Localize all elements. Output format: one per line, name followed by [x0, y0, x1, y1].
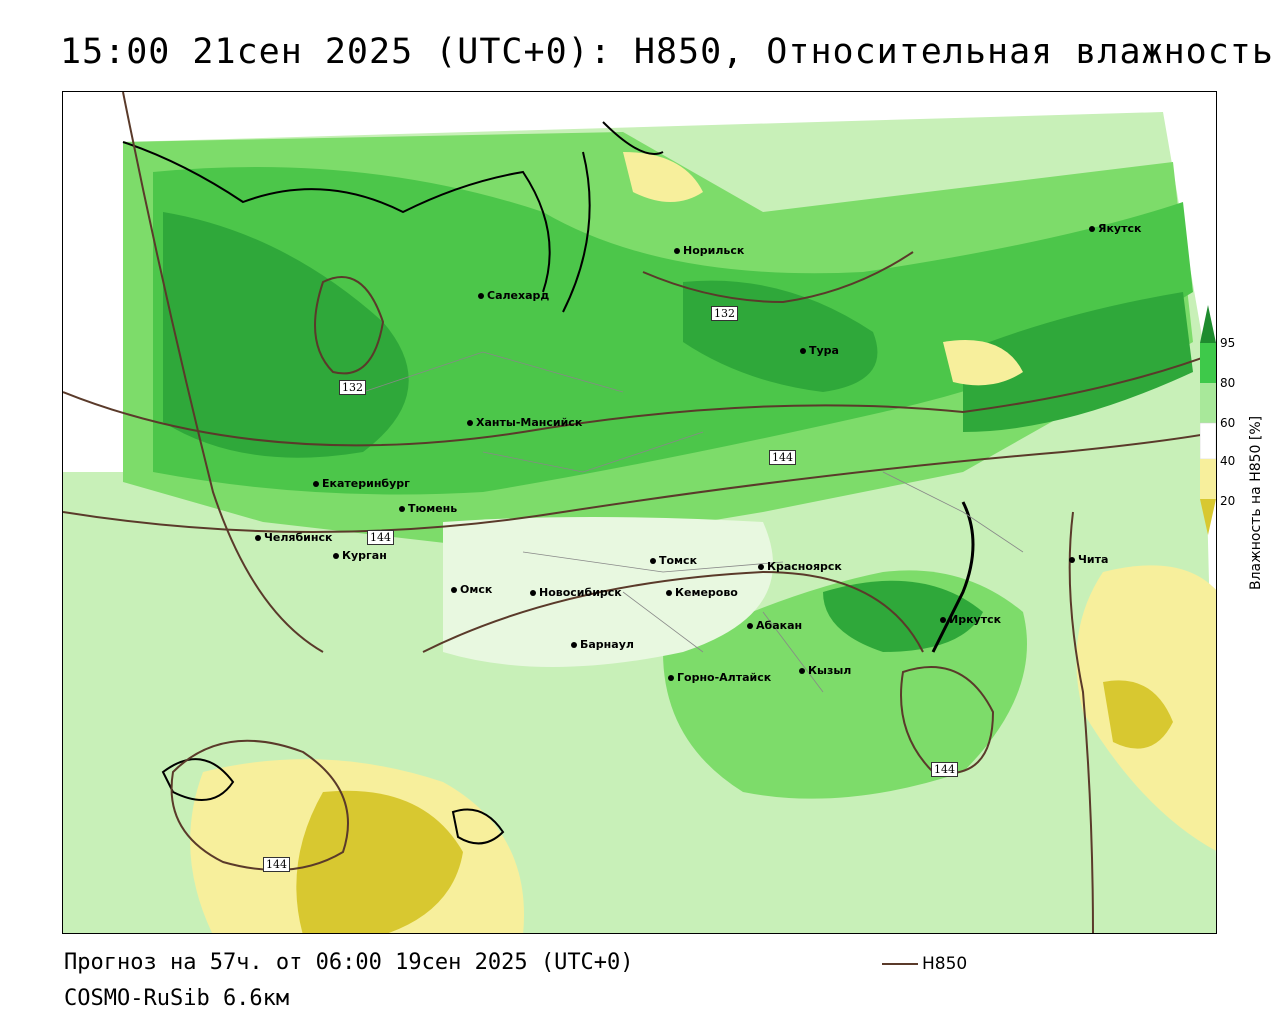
city-dot — [799, 668, 805, 674]
city-label: Чита — [1078, 553, 1109, 566]
city-dot — [478, 293, 484, 299]
city-label: Якутск — [1098, 222, 1142, 235]
map-field — [63, 92, 1216, 933]
city-dot — [940, 617, 946, 623]
city-irkutsk: Иркутск — [940, 614, 1001, 626]
city-dot — [747, 623, 753, 629]
city-label: Челябинск — [264, 531, 333, 544]
city-label: Барнаул — [580, 638, 634, 651]
city-label: Омск — [460, 583, 493, 596]
city-yakutsk: Якутск — [1089, 223, 1141, 235]
city-dot — [758, 564, 764, 570]
city-label: Горно-Алтайск — [677, 671, 772, 684]
city-dot — [333, 553, 339, 559]
city-dot — [571, 642, 577, 648]
city-label: Норильск — [683, 244, 745, 257]
map-title: 15:00 21сен 2025 (UTC+0): H850, Относите… — [60, 32, 1274, 72]
city-kyzyl: Кызыл — [799, 665, 851, 677]
contour-legend-label: H850 — [922, 954, 968, 974]
colorbar-title: Влажность на H850 [%] — [1248, 415, 1264, 590]
city-krasnoyarsk: Красноярск — [758, 561, 842, 573]
city-label: Томск — [659, 554, 698, 567]
humidity-colorbar — [1200, 305, 1216, 535]
colorbar-tick: 20 — [1220, 494, 1236, 508]
city-chelyabinsk: Челябинск — [255, 532, 332, 544]
city-dot — [650, 558, 656, 564]
city-label: Новосибирск — [539, 586, 622, 599]
city-dot — [255, 535, 261, 541]
city-tura: Тура — [800, 345, 839, 357]
contour-label: 132 — [711, 306, 738, 321]
city-label: Курган — [342, 549, 387, 562]
contour-label: 144 — [263, 857, 290, 872]
city-chita: Чита — [1069, 554, 1108, 566]
city-norilsk: Норильск — [674, 245, 744, 257]
city-dot — [467, 420, 473, 426]
contour-label: 144 — [931, 762, 958, 777]
city-dot — [530, 590, 536, 596]
city-barnaul: Барнаул — [571, 639, 634, 651]
city-dot — [674, 248, 680, 254]
city-kurgan: Курган — [333, 550, 387, 562]
city-dot — [451, 587, 457, 593]
city-dot — [313, 481, 319, 487]
city-label: Салехард — [487, 289, 550, 302]
city-dot — [800, 348, 806, 354]
city-salekhard: Салехард — [478, 290, 549, 302]
city-label: Тура — [809, 344, 839, 357]
city-label: Тюмень — [408, 502, 458, 515]
colorbar-tick: 95 — [1220, 336, 1236, 350]
city-dot — [1089, 226, 1095, 232]
colorbar-tick: 40 — [1220, 454, 1236, 468]
city-abakan: Абакан — [747, 620, 802, 632]
forecast-info: Прогноз на 57ч. от 06:00 19сен 2025 (UTC… — [64, 950, 634, 975]
city-novosibirsk: Новосибирск — [530, 587, 622, 599]
city-tomsk: Томск — [650, 555, 697, 567]
contour-label: 144 — [769, 450, 796, 465]
city-tyumen: Тюмень — [399, 503, 457, 515]
city-omsk: Омск — [451, 584, 492, 596]
colorbar-tick: 80 — [1220, 376, 1236, 390]
city-label: Екатеринбург — [322, 477, 410, 490]
city-label: Красноярск — [767, 560, 842, 573]
city-khanty-mansiysk: Ханты-Мансийск — [467, 417, 582, 429]
city-label: Кемерово — [675, 586, 738, 599]
city-gorno-altaysk: Горно-Алтайск — [668, 672, 771, 684]
city-label: Кызыл — [808, 664, 852, 677]
city-dot — [668, 675, 674, 681]
humidity-map: Норильск Якутск Салехард Тура Ханты-Манс… — [62, 91, 1217, 934]
model-name: COSMO-RuSib 6.6км — [64, 986, 290, 1011]
city-dot — [666, 590, 672, 596]
contour-legend-line — [882, 963, 918, 965]
city-dot — [399, 506, 405, 512]
colorbar-tick: 60 — [1220, 416, 1236, 430]
city-kemerovo: Кемерово — [666, 587, 738, 599]
contour-label: 144 — [367, 530, 394, 545]
contour-label: 132 — [339, 380, 366, 395]
city-label: Иркутск — [949, 613, 1002, 626]
city-dot — [1069, 557, 1075, 563]
city-label: Ханты-Мансийск — [476, 416, 583, 429]
city-yekaterinburg: Екатеринбург — [313, 478, 410, 490]
city-label: Абакан — [756, 619, 803, 632]
